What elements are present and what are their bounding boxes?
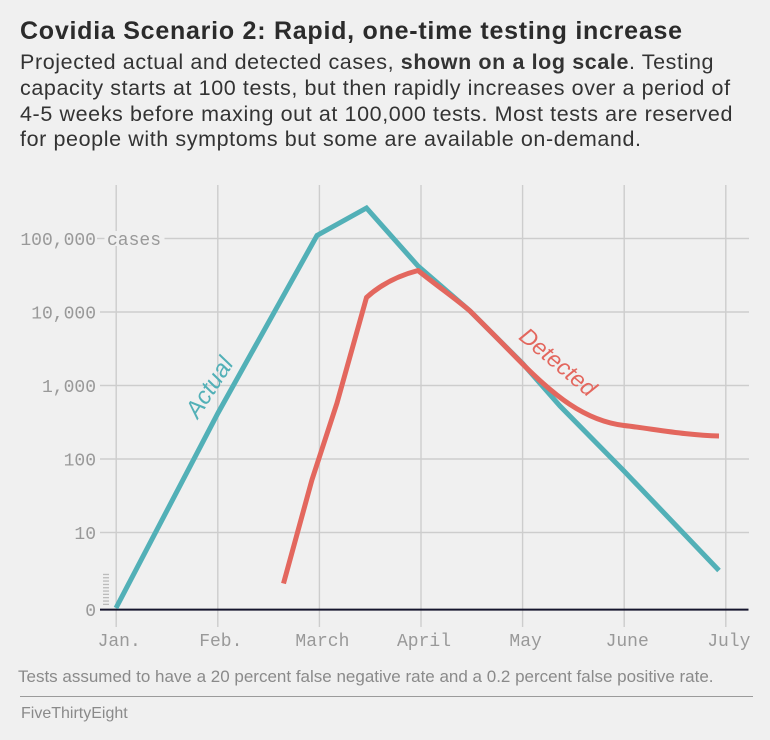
svg-text:Jan.: Jan. — [98, 632, 141, 652]
svg-text:10: 10 — [74, 525, 96, 545]
svg-text:cases: cases — [107, 231, 161, 251]
svg-text:Feb.: Feb. — [199, 632, 242, 652]
svg-text:March: March — [295, 632, 349, 652]
svg-text:June: June — [606, 632, 649, 652]
svg-text:April: April — [397, 632, 451, 652]
svg-text:100,000: 100,000 — [20, 231, 96, 251]
svg-text:Detected: Detected — [515, 322, 603, 402]
svg-text:1,000: 1,000 — [42, 378, 96, 398]
svg-text:May: May — [509, 632, 542, 652]
svg-text:0: 0 — [85, 602, 96, 622]
svg-text:10,000: 10,000 — [31, 305, 96, 325]
svg-text:July: July — [707, 632, 750, 652]
svg-text:100: 100 — [64, 452, 96, 472]
